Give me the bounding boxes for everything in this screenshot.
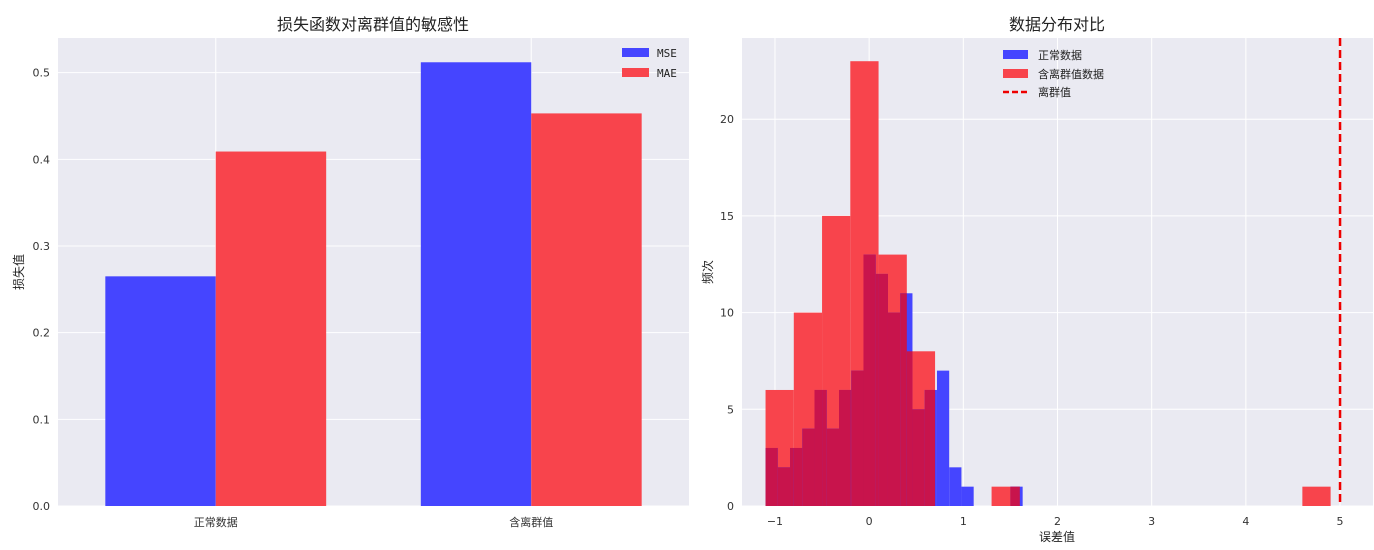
right-x-tick-label: 4 xyxy=(1242,515,1249,528)
bar-mae-1 xyxy=(531,113,642,507)
hist-overlap-8 xyxy=(839,389,851,506)
hist-overlap-2 xyxy=(790,447,794,506)
hist-overlap-5 xyxy=(814,389,823,506)
bar-mae-0 xyxy=(215,151,327,507)
hist-overlap-15 xyxy=(900,293,907,506)
hist-overlap-17 xyxy=(912,409,925,506)
right-y-tick-label: 15 xyxy=(720,210,734,223)
right-chart: 0 5 10 15 20 −1 0 1 2 3 4 5 数据分布对比 误差值 频次 正常数据 含离群… xyxy=(701,15,1373,544)
bar-mse-0 xyxy=(105,276,216,506)
left-bars xyxy=(105,62,642,507)
hist-overlap-4 xyxy=(802,428,815,506)
hist-overlap-6 xyxy=(822,389,827,506)
right-y-tick-label: 5 xyxy=(727,403,734,416)
legend-label-normal: 正常数据 xyxy=(1038,48,1082,62)
hist-bar-normal-16 xyxy=(961,486,974,506)
legend-swatch-mse xyxy=(622,48,649,57)
left-y-tick-label: 0.1 xyxy=(33,413,51,426)
hist-overlap-9 xyxy=(850,389,852,506)
legend-label-mae: MAE xyxy=(657,67,677,80)
legend-label-mse: MSE xyxy=(657,47,677,60)
hist-overlap-13 xyxy=(878,273,888,506)
right-x-tick-label: 3 xyxy=(1148,515,1155,528)
hist-bar-with-outliers-19 xyxy=(1302,486,1331,506)
hist-overlap-10 xyxy=(851,370,864,506)
right-x-tick-label: 2 xyxy=(1054,515,1061,528)
right-x-tick-label: 5 xyxy=(1337,515,1344,528)
hist-overlap-11 xyxy=(863,254,876,506)
left-x-tick-label: 正常数据 xyxy=(194,515,238,529)
hist-overlap-14 xyxy=(887,312,901,506)
right-legend: 正常数据 含离群值数据 离群值 xyxy=(1003,48,1104,99)
hist-overlap-3 xyxy=(793,447,803,506)
left-y-tick-label: 0.5 xyxy=(33,67,51,80)
left-legend: MSE MAE xyxy=(622,47,677,80)
hist-overlap-19 xyxy=(1010,486,1020,506)
left-x-tick-label: 含离群值 xyxy=(509,515,553,529)
left-y-tick-label: 0.0 xyxy=(33,500,51,513)
right-y-ticks: 0 5 10 15 20 xyxy=(720,113,734,513)
left-y-axis-label: 损失值 xyxy=(11,254,26,290)
hist-bar-normal-14 xyxy=(936,370,950,506)
hist-overlap-7 xyxy=(826,428,840,506)
right-x-tick-label: 0 xyxy=(866,515,873,528)
legend-swatch-with-outliers xyxy=(1003,69,1028,78)
right-x-tick-label: −1 xyxy=(767,515,783,528)
left-chart: 0.0 0.1 0.2 0.3 0.4 0.5 正常数据 含离群值 损失函数对离群值的敏感性… xyxy=(11,15,689,529)
hist-overlap-18 xyxy=(924,389,936,506)
right-y-tick-label: 10 xyxy=(720,307,734,320)
left-x-ticks: 正常数据 含离群值 xyxy=(194,515,554,529)
right-x-tick-label: 1 xyxy=(960,515,967,528)
right-y-axis-label: 频次 xyxy=(701,260,715,284)
right-chart-title: 数据分布对比 xyxy=(1009,15,1105,34)
hist-overlap-16 xyxy=(906,351,913,506)
hist-overlap-0 xyxy=(765,447,778,506)
right-x-axis-label: 误差值 xyxy=(1039,529,1075,544)
left-y-ticks: 0.0 0.1 0.2 0.3 0.4 0.5 xyxy=(33,67,51,513)
right-histogram-bars xyxy=(765,61,1331,507)
hist-bar-normal-15 xyxy=(949,467,962,506)
legend-label-with-outliers: 含离群值数据 xyxy=(1038,67,1104,81)
left-y-tick-label: 0.4 xyxy=(33,153,51,166)
left-chart-title: 损失函数对离群值的敏感性 xyxy=(277,15,469,34)
right-x-ticks: −1 0 1 2 3 4 5 xyxy=(767,515,1344,528)
hist-overlap-12 xyxy=(875,273,879,506)
left-y-tick-label: 0.2 xyxy=(33,327,51,340)
bar-mse-1 xyxy=(420,62,532,507)
legend-swatch-mae xyxy=(622,68,649,77)
legend-swatch-normal xyxy=(1003,50,1028,59)
left-y-tick-label: 0.3 xyxy=(33,240,51,253)
right-y-tick-label: 0 xyxy=(727,500,734,513)
legend-label-outlier-line: 离群值 xyxy=(1038,85,1071,99)
hist-overlap-1 xyxy=(777,467,791,506)
right-y-tick-label: 20 xyxy=(720,113,734,126)
